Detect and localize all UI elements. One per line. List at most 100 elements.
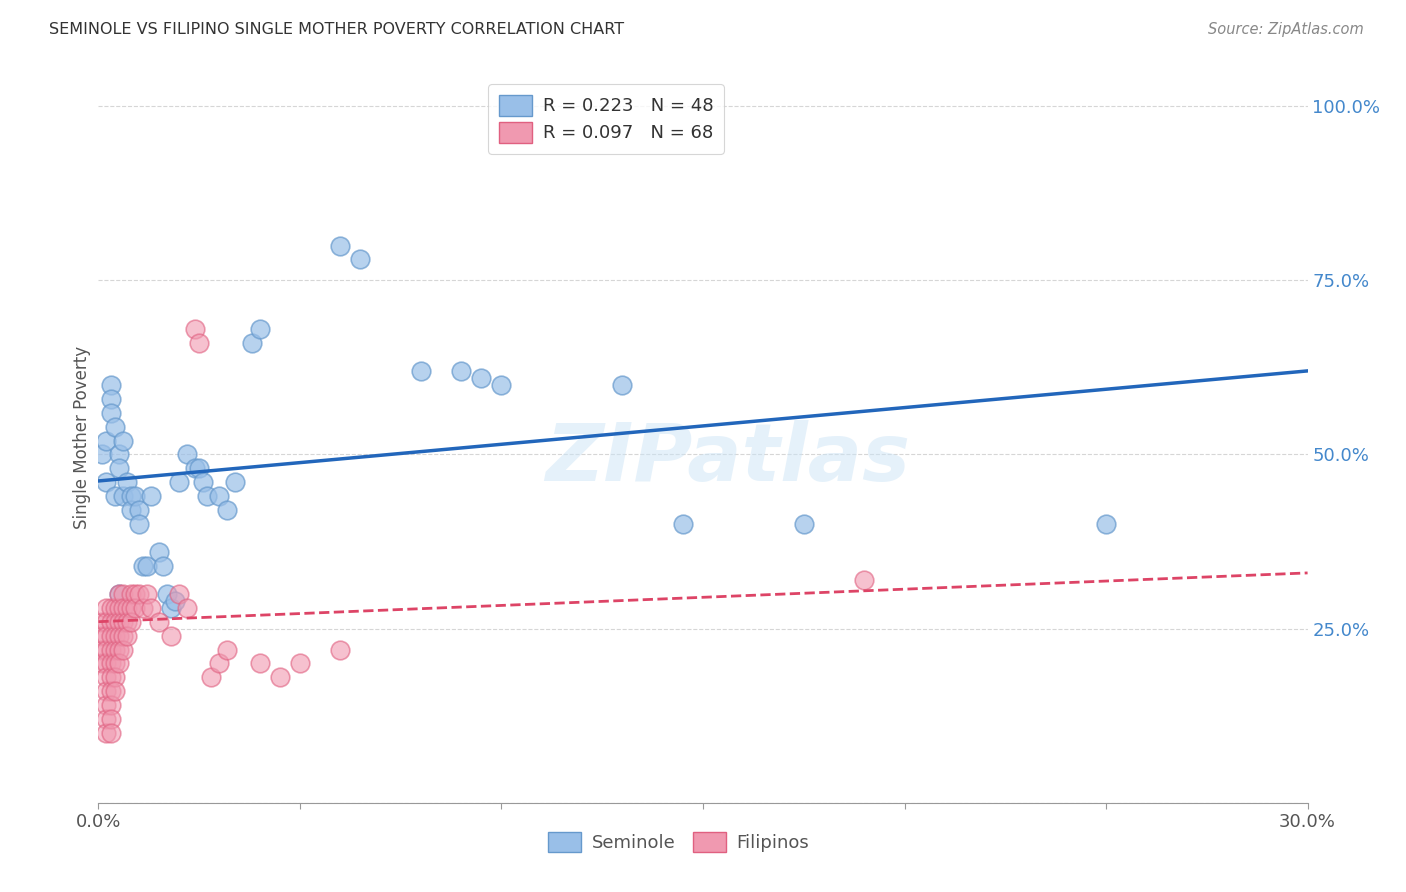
Point [240,336,263,351]
Point [107,600,129,615]
Point [329,642,352,657]
Point [100,670,122,684]
Point [208,657,231,671]
Point [100,684,122,698]
Point [103,670,125,684]
Point [111,587,134,601]
Point [128,587,150,601]
Point [249,322,271,336]
Point [288,657,311,671]
Point [120,503,142,517]
Point [91,629,114,643]
Text: SEMINOLE VS FILIPINO SINGLE MOTHER POVERTY CORRELATION CHART: SEMINOLE VS FILIPINO SINGLE MOTHER POVER… [49,22,624,37]
Point [224,475,246,490]
Point [148,545,170,559]
Point [853,573,876,587]
Point [111,642,134,657]
Point [793,517,815,532]
Point [103,642,125,657]
Point [111,629,134,643]
Point [107,587,129,601]
Point [132,600,155,615]
Point [156,587,179,601]
Point [120,615,142,629]
Point [100,698,122,713]
Point [120,600,142,615]
Point [100,392,122,406]
Point [103,615,125,629]
Point [91,615,114,629]
Point [100,642,122,657]
Point [100,726,122,740]
Point [176,448,198,462]
Point [103,489,125,503]
Point [148,615,170,629]
Point [103,419,125,434]
Point [152,558,174,573]
Point [184,461,207,475]
Point [132,558,155,573]
Point [193,475,215,490]
Point [96,642,118,657]
Point [329,238,352,252]
Point [91,448,114,462]
Point [96,629,118,643]
Point [100,657,122,671]
Point [124,587,146,601]
Point [167,587,190,601]
Point [96,657,118,671]
Point [107,642,129,657]
Point [107,629,129,643]
Point [115,600,138,615]
Point [107,587,129,601]
Y-axis label: Single Mother Poverty: Single Mother Poverty [73,345,91,529]
Point [107,615,129,629]
Point [91,657,114,671]
Point [167,475,190,490]
Point [103,629,125,643]
Point [249,657,271,671]
Point [208,489,231,503]
Point [217,642,239,657]
Point [120,489,142,503]
Point [111,600,134,615]
Point [103,600,125,615]
Point [96,726,118,740]
Point [111,489,134,503]
Point [184,322,207,336]
Point [96,475,118,490]
Point [188,461,211,475]
Point [111,615,134,629]
Point [128,517,150,532]
Point [217,503,239,517]
Point [672,517,695,532]
Point [100,712,122,726]
Point [160,629,183,643]
Point [176,600,198,615]
Point [409,364,432,378]
Point [200,670,222,684]
Text: ZIPatlas: ZIPatlas [544,420,910,498]
Point [103,657,125,671]
Point [100,600,122,615]
Point [188,336,211,351]
Point [115,629,138,643]
Point [96,600,118,615]
Point [269,670,291,684]
Point [91,642,114,657]
Point [100,377,122,392]
Point [115,475,138,490]
Point [120,587,142,601]
Point [470,371,492,385]
Point [115,615,138,629]
Point [1095,517,1118,532]
Point [124,489,146,503]
Point [160,600,183,615]
Point [139,489,162,503]
Point [128,503,150,517]
Point [100,629,122,643]
Point [107,448,129,462]
Point [450,364,472,378]
Point [111,434,134,448]
Point [96,615,118,629]
